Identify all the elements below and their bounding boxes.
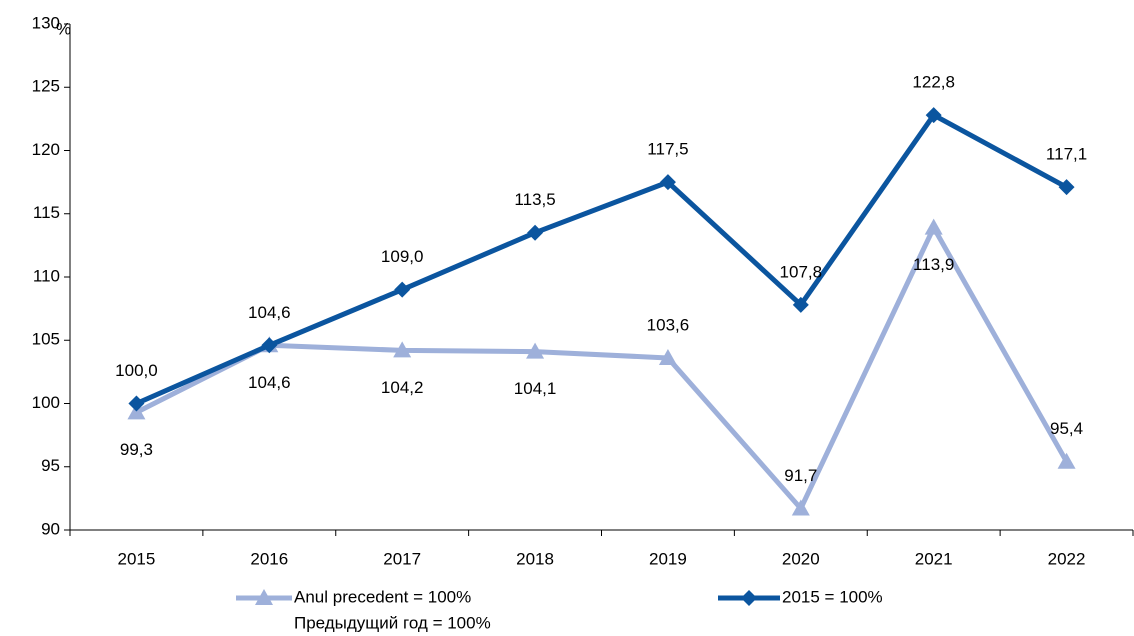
- marker: [924, 218, 943, 235]
- marker: [1057, 452, 1076, 469]
- data-label: 122,8: [912, 73, 955, 92]
- marker: [792, 296, 809, 313]
- data-label: 107,8: [780, 262, 823, 281]
- marker: [925, 107, 942, 124]
- data-label: 103,6: [647, 315, 690, 334]
- legend-label: 2015 = 100%: [782, 587, 883, 606]
- y-tick-label: 105: [32, 330, 60, 349]
- marker: [1058, 179, 1075, 196]
- data-label: 113,5: [514, 190, 555, 209]
- data-label: 91,7: [784, 466, 817, 485]
- data-label: 104,1: [514, 379, 557, 398]
- x-tick-label: 2016: [250, 549, 288, 568]
- y-tick-label: 125: [32, 77, 60, 96]
- data-label: 100,0: [115, 361, 158, 380]
- marker: [527, 224, 544, 241]
- marker: [741, 590, 757, 606]
- marker: [791, 499, 810, 516]
- marker: [261, 337, 278, 354]
- x-tick-label: 2017: [383, 549, 421, 568]
- data-label: 99,3: [120, 440, 153, 459]
- x-tick-label: 2019: [649, 549, 687, 568]
- series-line: [135, 225, 1069, 511]
- data-label: 104,6: [248, 373, 291, 392]
- marker: [526, 342, 545, 359]
- data-label: 117,5: [647, 140, 688, 159]
- y-tick-label: 120: [32, 140, 60, 159]
- legend-label: Anul precedent = 100%: [294, 587, 471, 606]
- x-tick-label: 2021: [915, 549, 953, 568]
- data-label: 95,4: [1050, 419, 1083, 438]
- marker: [394, 281, 411, 298]
- data-label: 104,6: [248, 303, 291, 322]
- marker: [658, 348, 677, 365]
- y-tick-label: 95: [41, 456, 60, 475]
- marker: [393, 341, 412, 358]
- marker: [128, 395, 145, 412]
- series-line: [135, 112, 1068, 406]
- x-tick-label: 2020: [782, 549, 820, 568]
- y-tick-label: 90: [41, 519, 60, 538]
- y-tick-label: 115: [33, 203, 60, 222]
- y-tick-label: 110: [33, 266, 60, 285]
- data-label: 117,1: [1046, 145, 1087, 164]
- legend-label: Предыдущий год = 100%: [294, 613, 491, 632]
- y-tick-label: 130: [32, 13, 60, 32]
- x-tick-label: 2022: [1048, 549, 1086, 568]
- marker: [659, 174, 676, 191]
- data-label: 109,0: [381, 247, 424, 266]
- x-tick-label: 2018: [516, 549, 554, 568]
- data-label: 113,9: [913, 255, 954, 274]
- data-label: 104,2: [381, 378, 424, 397]
- x-tick-label: 2015: [118, 549, 156, 568]
- marker: [255, 589, 273, 605]
- y-tick-label: 100: [32, 393, 60, 412]
